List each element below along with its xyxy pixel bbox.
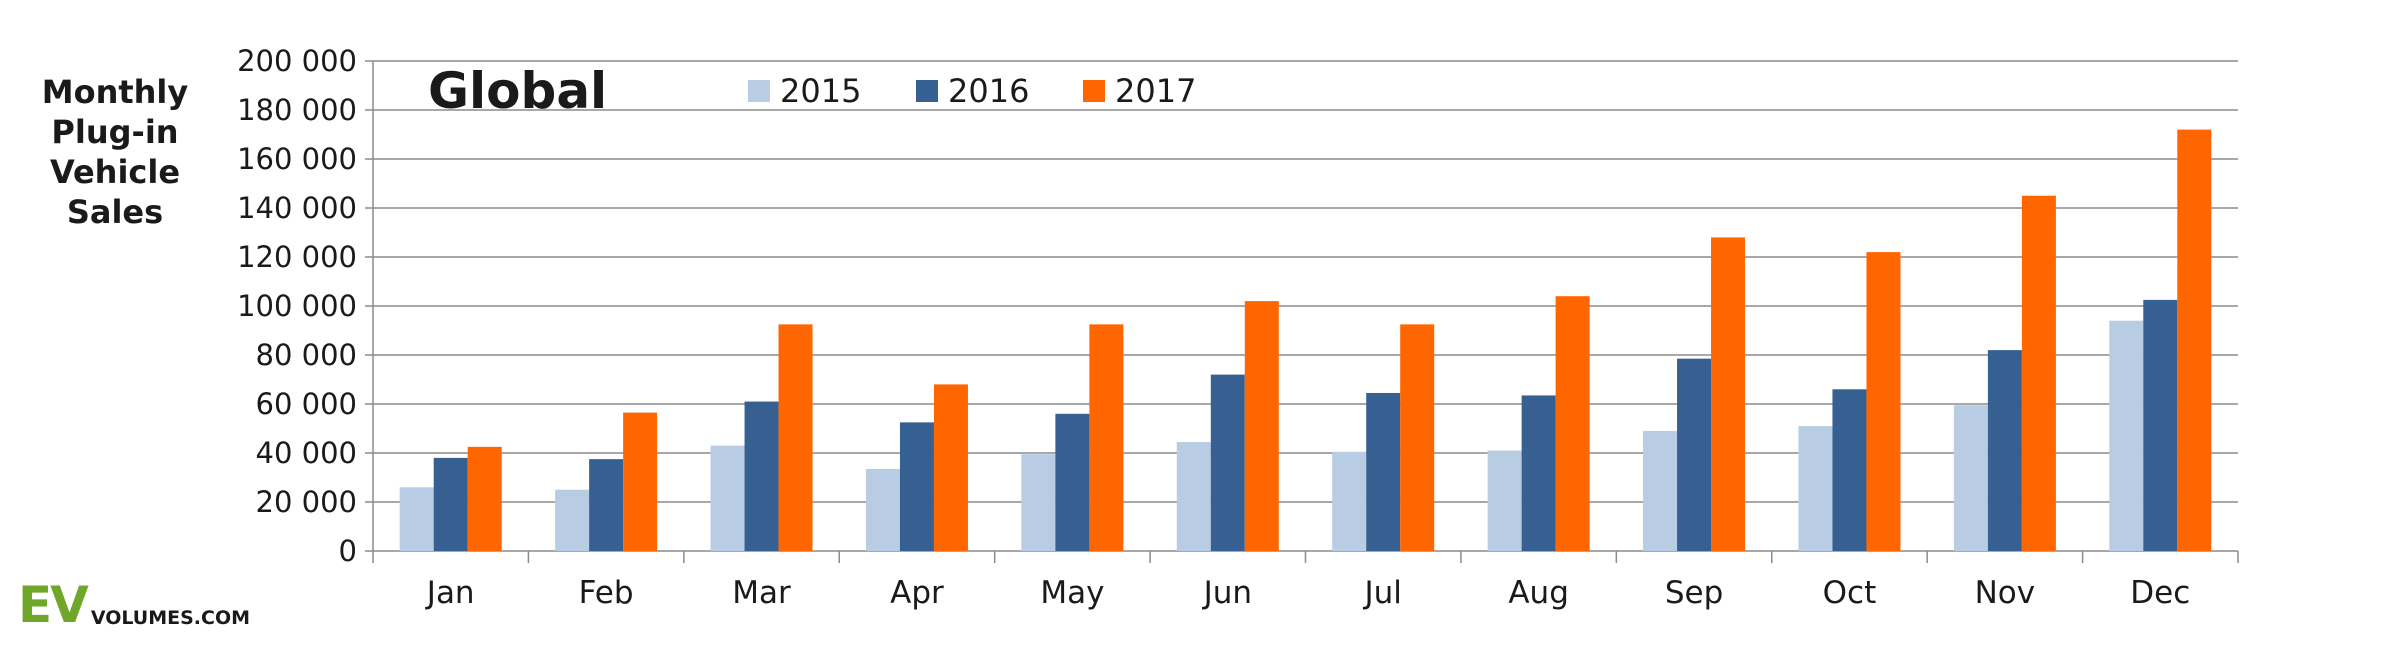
bar-2015-jan — [399, 487, 434, 551]
y-tick-label: 140 000 — [237, 191, 357, 225]
bar-2017-jan — [467, 446, 502, 551]
bar-2017-may — [1089, 324, 1124, 551]
x-tick-label: Dec — [2130, 575, 2190, 611]
bar-2015-jun — [1176, 441, 1211, 551]
bar-2017-jul — [1400, 324, 1435, 551]
bar-2015-dec — [2109, 320, 2144, 551]
legend-label-2017: 2017 — [1115, 72, 1196, 110]
bar-2017-dec — [2177, 129, 2212, 551]
x-tick-label: May — [1040, 575, 1104, 611]
bar-2015-sep — [1643, 430, 1678, 551]
x-tick-label: Sep — [1665, 575, 1723, 611]
bar-2016-aug — [1521, 395, 1556, 551]
logo-ev-text: EV — [18, 576, 89, 634]
bar-2015-nov — [1953, 405, 1988, 551]
legend-label-2015: 2015 — [780, 72, 861, 110]
bar-2016-nov — [1987, 350, 2022, 551]
bar-2016-apr — [899, 422, 934, 551]
y-tick-label: 40 000 — [256, 436, 357, 470]
x-tick-label: Aug — [1508, 575, 1569, 611]
bar-2017-sep — [1711, 237, 1746, 551]
y-tick-label: 0 — [339, 534, 357, 568]
legend-swatch-2015 — [748, 80, 770, 102]
bar-2016-feb — [589, 459, 624, 551]
x-tick-label: Oct — [1823, 575, 1877, 611]
legend-swatch-2016 — [916, 80, 938, 102]
x-tick-label: Nov — [1975, 575, 2036, 611]
legend-label-2016: 2016 — [948, 72, 1029, 110]
x-tick-label: Jun — [1202, 575, 1252, 611]
y-tick-label: 120 000 — [237, 240, 357, 274]
bar-2017-aug — [1555, 296, 1590, 551]
bar-2015-may — [1021, 454, 1056, 551]
y-axis-label-line-1: Monthly — [41, 73, 189, 111]
legend-swatch-2017 — [1083, 80, 1105, 102]
y-axis-label-line-2: Plug-in — [51, 113, 179, 151]
bar-2016-jul — [1366, 392, 1401, 551]
bar-2017-apr — [933, 384, 968, 551]
bar-2017-oct — [1866, 252, 1901, 551]
bar-2017-mar — [778, 324, 813, 551]
y-tick-label: 180 000 — [237, 93, 357, 127]
x-tick-label: Jul — [1363, 575, 1402, 611]
y-axis-label-line-3: Vehicle — [49, 153, 181, 191]
x-tick-label: Apr — [890, 575, 944, 611]
bar-2017-jun — [1244, 301, 1279, 551]
bar-2015-oct — [1798, 426, 1833, 551]
bar-2015-feb — [555, 489, 590, 551]
bar-2016-dec — [2143, 299, 2178, 551]
bar-2016-mar — [744, 401, 779, 551]
bar-2016-jun — [1210, 374, 1245, 551]
bar-2015-apr — [865, 468, 900, 551]
bar-2016-oct — [1832, 389, 1867, 551]
ev-volumes-logo: EV VOLUMES.COM — [18, 574, 250, 630]
bar-2015-mar — [710, 445, 745, 551]
bar-2017-feb — [623, 412, 658, 551]
bar-2016-sep — [1677, 358, 1712, 551]
y-tick-label: 60 000 — [256, 387, 357, 421]
logo-volumes-text: VOLUMES.COM — [90, 607, 251, 629]
bar-2015-aug — [1487, 450, 1522, 551]
y-axis-label-line-4: Sales — [66, 193, 164, 231]
y-tick-label: 200 000 — [237, 44, 357, 78]
x-tick-label: Jan — [425, 575, 475, 611]
bar-2015-jul — [1332, 451, 1367, 551]
x-tick-label: Feb — [579, 575, 634, 611]
bar-2017-nov — [2021, 195, 2056, 551]
y-tick-label: 20 000 — [256, 485, 357, 519]
y-axis-label: Monthly Plug-in Vehicle Sales — [20, 72, 210, 232]
chart-title: Global — [428, 62, 607, 120]
y-tick-label: 160 000 — [237, 142, 357, 176]
bar-2016-may — [1055, 413, 1090, 551]
bar-2016-jan — [433, 457, 468, 551]
x-tick-label: Mar — [732, 575, 791, 611]
y-tick-label: 80 000 — [256, 338, 357, 372]
y-tick-label: 100 000 — [237, 289, 357, 323]
